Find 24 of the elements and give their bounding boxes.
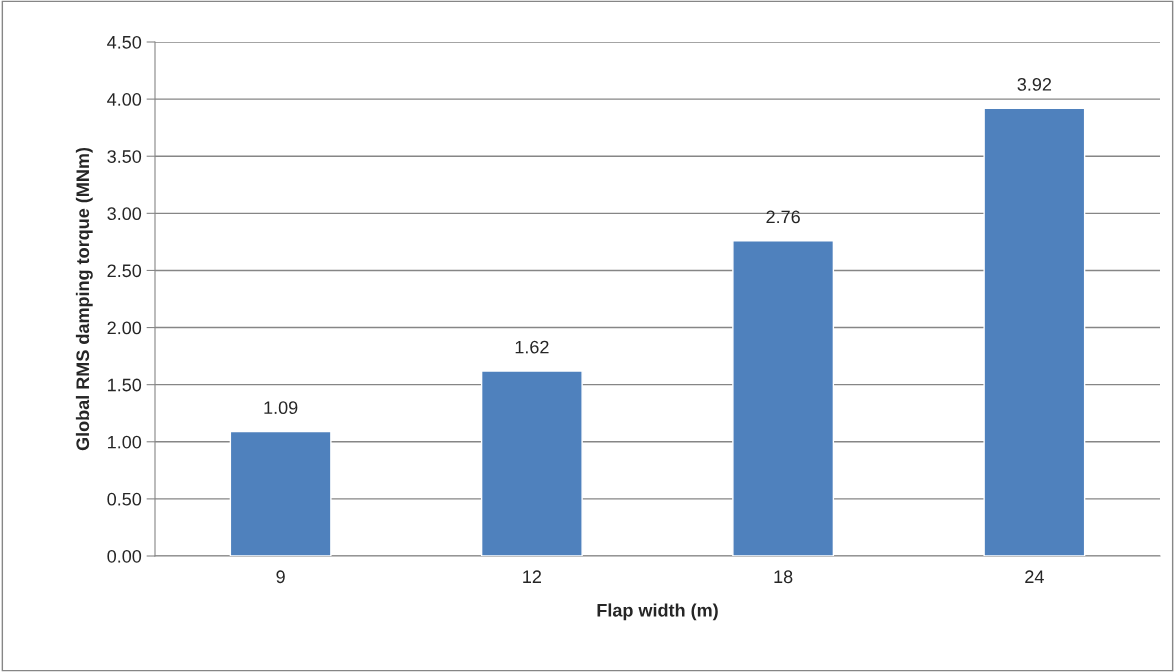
- data-label: 2.76: [766, 210, 800, 224]
- x-tick-label: 12: [523, 570, 542, 583]
- x-tick-label: 9: [276, 570, 285, 584]
- y-tick-label: 2.50: [107, 264, 142, 278]
- y-axis-title: Global RMS damping torque (MNm): [75, 147, 93, 451]
- bar: [229, 430, 332, 556]
- x-tick-label: 24: [1025, 570, 1044, 583]
- bar: [732, 240, 835, 556]
- y-tick-label: 0.50: [107, 492, 142, 506]
- bar: [983, 107, 1086, 556]
- y-tick-label: 1.50: [108, 378, 142, 392]
- y-tick-label: 2.00: [107, 321, 142, 335]
- y-tick-label: 4.50: [107, 35, 142, 49]
- y-tick-label: 3.00: [107, 207, 142, 221]
- bar: [480, 370, 583, 556]
- data-label: 1.62: [515, 340, 549, 354]
- y-tick-label: 3.50: [107, 150, 142, 163]
- y-tick-label: 4.00: [107, 93, 142, 106]
- y-tick-label: 1.00: [108, 435, 142, 449]
- data-label: 3.92: [1017, 78, 1052, 91]
- x-axis-title: Flap width (m): [597, 603, 718, 621]
- x-tick-label: 18: [774, 570, 793, 584]
- data-label: 1.09: [264, 401, 298, 415]
- y-tick-label: 0.00: [107, 549, 142, 563]
